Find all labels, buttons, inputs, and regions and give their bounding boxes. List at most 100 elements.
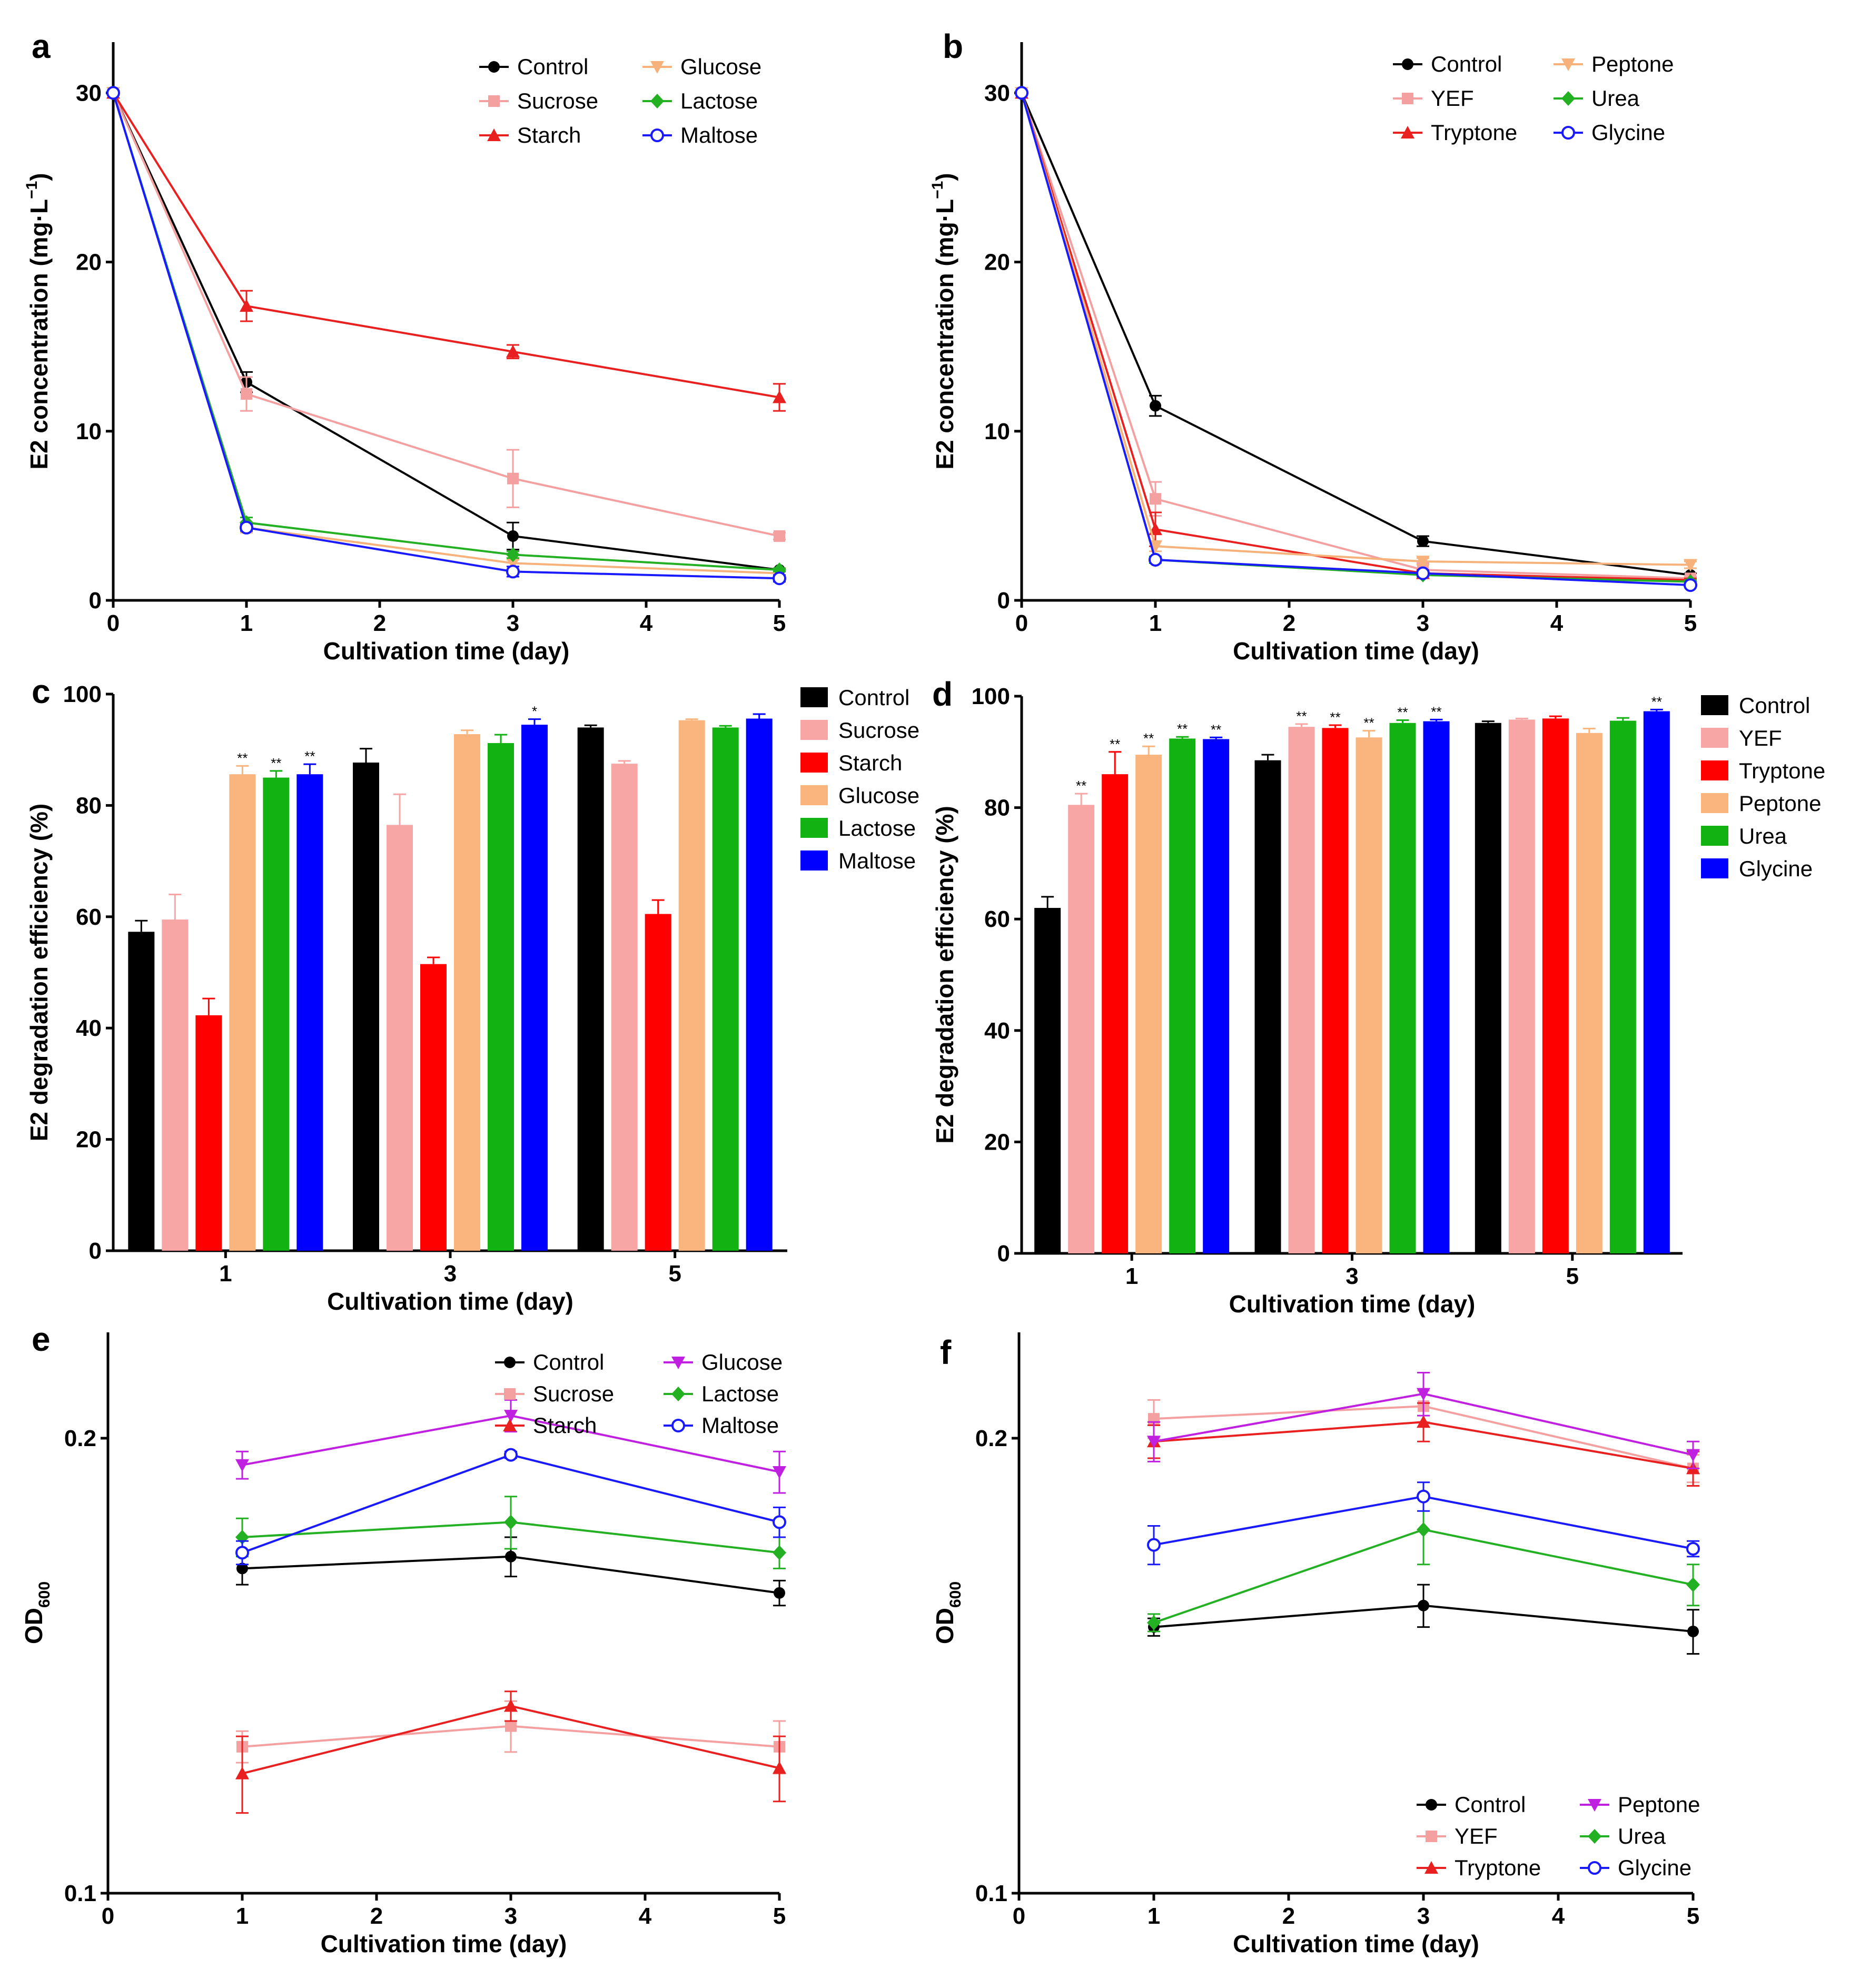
legend-marker xyxy=(650,94,664,108)
significance-mark: ** xyxy=(1651,694,1662,709)
legend-item-peptone: Peptone xyxy=(1580,1792,1700,1817)
legend-item-control: Control xyxy=(800,685,909,710)
series-control xyxy=(236,1536,786,1607)
bar-urea xyxy=(1609,720,1636,1253)
bar-control xyxy=(353,763,379,1251)
x-tick-label: 5 xyxy=(773,1903,786,1929)
legend-item-tryptone: Tryptone xyxy=(1393,120,1517,145)
y-axis-label-main: E2 degradation efficiency (%) xyxy=(25,804,53,1142)
legend-item-maltose: Maltose xyxy=(664,1413,779,1438)
legend-label: Maltose xyxy=(838,848,916,873)
legend-label: Urea xyxy=(1739,824,1787,848)
data-point xyxy=(1015,86,1028,100)
data-point xyxy=(235,1546,249,1560)
bar-peptone xyxy=(1356,737,1382,1253)
x-tick-label: 3 xyxy=(1417,610,1429,636)
legend-marker xyxy=(1426,1831,1437,1842)
chart-panel-c: 0 20 40 60 80 100 1 ** ** ** 3 * 5 Cultivation time (… xyxy=(25,681,919,1315)
legend-label: Glucose xyxy=(680,54,761,79)
series-line xyxy=(1021,92,1691,580)
data-point xyxy=(1417,1522,1430,1537)
significance-mark: ** xyxy=(1330,709,1340,725)
data-point xyxy=(505,1550,517,1562)
legend-label: Control xyxy=(1455,1792,1526,1817)
x-tick-label: 1 xyxy=(1147,1903,1160,1929)
legend-swatch xyxy=(800,687,828,707)
series-urea xyxy=(1015,85,1697,589)
bar-glucose xyxy=(678,720,705,1251)
y-tick-label: 30 xyxy=(984,80,1010,106)
legend-swatch xyxy=(1701,826,1728,846)
data-point xyxy=(507,530,519,542)
significance-mark: ** xyxy=(1296,708,1307,724)
legend-label: Control xyxy=(517,54,588,79)
legend-label: Urea xyxy=(1591,86,1640,111)
legend-item-starch: Starch xyxy=(800,750,902,775)
legend-marker xyxy=(504,1388,516,1400)
bar-starch xyxy=(420,964,447,1251)
data-point xyxy=(1416,566,1430,580)
legend-item-control: Control xyxy=(1701,693,1810,718)
legend-marker xyxy=(488,61,500,73)
y-tick-label: 0 xyxy=(997,588,1010,614)
legend-item-sucrose: Sucrose xyxy=(495,1381,614,1406)
x-axis-label: Cultivation time (day) xyxy=(323,637,570,665)
x-tick-label: 2 xyxy=(1282,1903,1295,1929)
legend-item-starch: Starch xyxy=(479,123,581,147)
series-control xyxy=(1016,87,1697,581)
data-point xyxy=(1147,1615,1161,1630)
y-axis-label-main: E2 concentration (mg·L xyxy=(25,199,53,470)
legend-marker xyxy=(1561,58,1575,71)
legend-item-lactose: Lactose xyxy=(664,1381,779,1406)
y-axis-label: OD600 xyxy=(931,1581,964,1644)
y-tick-label: 20 xyxy=(76,1127,102,1153)
data-point xyxy=(106,86,120,100)
series-glucose xyxy=(235,1399,786,1494)
legend-label: Lactose xyxy=(680,88,758,113)
bar-maltose xyxy=(296,774,323,1251)
x-axis-label: Cultivation time (day) xyxy=(327,1288,573,1315)
x-tick-label: 1 xyxy=(219,1261,232,1287)
y-tick-label: 10 xyxy=(76,419,102,444)
data-point xyxy=(504,1515,518,1530)
chart-panel-a: 0 1 2 3 4 5 0 10 20 30 Cultivation time (day) E2 co… xyxy=(23,42,786,665)
data-point xyxy=(1147,1538,1161,1552)
legend-marker xyxy=(1561,126,1575,140)
data-point xyxy=(240,299,253,312)
legend-label: Sucrose xyxy=(533,1381,614,1406)
y-tick-label: 0 xyxy=(89,1238,102,1264)
data-point xyxy=(1418,1599,1429,1611)
significance-mark: ** xyxy=(1110,736,1120,752)
bar-control xyxy=(128,932,155,1251)
bar-yef xyxy=(1068,805,1095,1253)
series-line xyxy=(1021,92,1691,587)
x-tick-label: 2 xyxy=(373,610,386,636)
legend-item-urea: Urea xyxy=(1554,86,1640,111)
bar-lactose xyxy=(263,777,290,1251)
legend-label: Control xyxy=(1431,52,1502,76)
series-line xyxy=(1021,92,1691,581)
legend-marker xyxy=(1588,1799,1601,1812)
series-control xyxy=(107,87,786,576)
data-point xyxy=(773,1466,786,1479)
legend-swatch xyxy=(1701,728,1728,748)
data-point xyxy=(506,547,520,562)
bar-glucose xyxy=(454,734,480,1251)
bar-maltose xyxy=(746,718,773,1251)
y-tick-label: 20 xyxy=(76,250,102,275)
legend-item-control: Control xyxy=(479,54,588,79)
legend-label: Glycine xyxy=(1618,1855,1691,1880)
data-point xyxy=(505,1720,517,1732)
data-point xyxy=(507,472,519,484)
bar-glycine xyxy=(1203,739,1230,1253)
legend-label: Tryptone xyxy=(1455,1855,1541,1880)
bar-glycine xyxy=(1643,711,1670,1253)
legend-marker xyxy=(1402,58,1413,70)
bar-lactose xyxy=(712,727,739,1251)
legend-item-yef: YEF xyxy=(1701,726,1782,750)
panel-label: f xyxy=(940,1333,952,1371)
legend-label: Tryptone xyxy=(1739,758,1825,783)
data-point xyxy=(773,1761,786,1774)
series-maltose xyxy=(235,1448,786,1566)
bar-control xyxy=(1475,723,1501,1253)
